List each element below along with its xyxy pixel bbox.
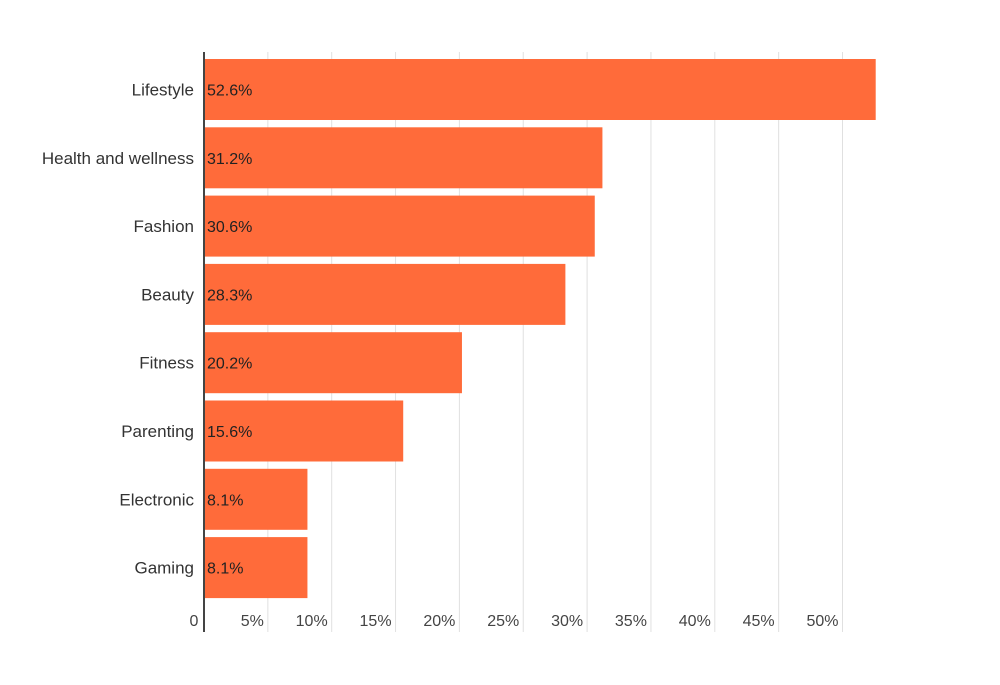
x-tick-label: 20%	[423, 613, 455, 630]
x-tick-label: 10%	[296, 613, 328, 630]
x-tick-label: 5%	[241, 613, 264, 630]
x-tick-label: 30%	[551, 613, 583, 630]
category-label: Lifestyle	[132, 81, 194, 100]
category-label: Health and wellness	[42, 149, 194, 168]
x-tick-label: 25%	[487, 613, 519, 630]
category-label: Parenting	[121, 422, 194, 441]
category-label: Fitness	[139, 354, 194, 373]
category-label: Gaming	[134, 559, 194, 578]
bars	[204, 59, 876, 599]
bar	[204, 195, 595, 257]
value-label: 15.6%	[207, 424, 252, 441]
value-label: 8.1%	[207, 561, 243, 578]
value-label: 31.2%	[207, 151, 252, 168]
category-label: Beauty	[141, 285, 194, 304]
bar	[204, 537, 308, 599]
bar	[204, 332, 462, 394]
bar	[204, 263, 566, 325]
value-label: 30.6%	[207, 219, 252, 236]
category-label: Fashion	[134, 217, 194, 236]
x-tick-label: 35%	[615, 613, 647, 630]
bar	[204, 468, 308, 530]
bar	[204, 400, 404, 462]
bar	[204, 59, 876, 120]
x-axis-tick-labels: 0 5% 10% 15% 20% 25% 30% 35% 40% 45% 50%	[190, 613, 839, 630]
category-label: Electronic	[119, 490, 194, 509]
x-tick-label: 15%	[360, 613, 392, 630]
value-label: 52.6%	[207, 83, 252, 100]
value-labels: 52.6% 31.2% 30.6% 28.3% 20.2% 15.6% 8.1% 8.1%	[207, 83, 252, 578]
value-label: 8.1%	[207, 492, 243, 509]
x-tick-label: 0	[190, 613, 199, 630]
value-label: 20.2%	[207, 356, 252, 373]
category-labels: Lifestyle Health and wellness Fashion Beaut…	[42, 81, 195, 578]
bar	[204, 127, 603, 189]
x-tick-label: 45%	[743, 613, 775, 630]
x-tick-label: 40%	[679, 613, 711, 630]
x-tick-label: 50%	[806, 613, 838, 630]
value-label: 28.3%	[207, 287, 252, 304]
